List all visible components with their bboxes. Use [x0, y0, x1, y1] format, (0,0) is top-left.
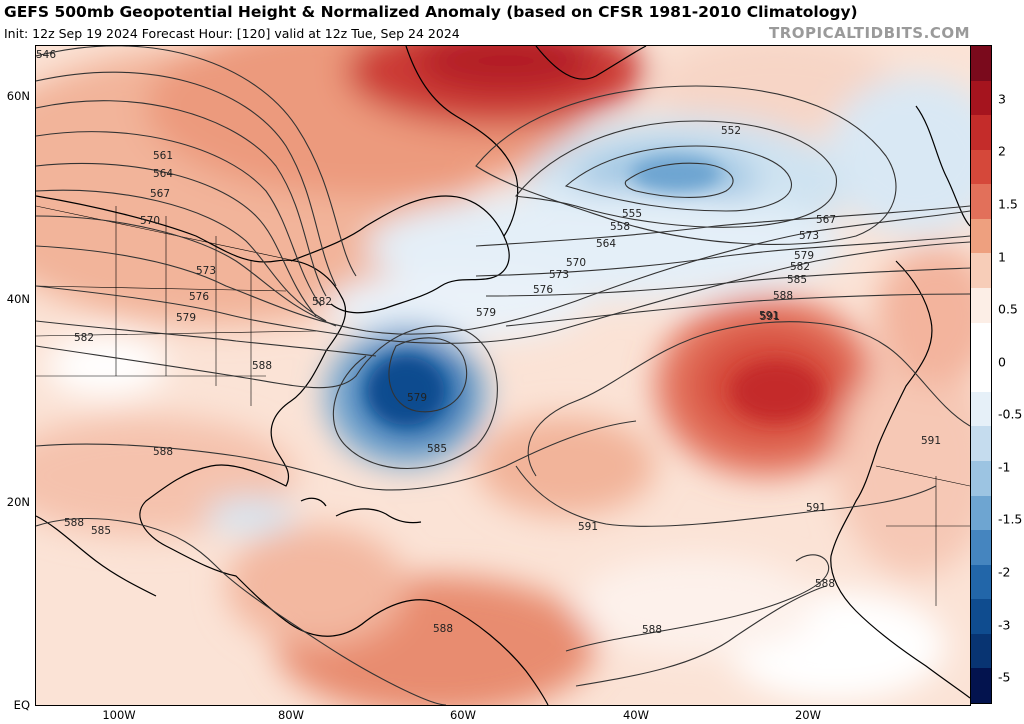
contour-label: 591	[921, 435, 941, 447]
contour-label: 579	[794, 250, 814, 262]
contour-label: 585	[427, 443, 447, 455]
borders	[36, 205, 970, 606]
colorbar-cell	[971, 391, 991, 427]
contour-label: 567	[150, 188, 170, 200]
contour-label: 582	[312, 296, 332, 308]
colorbar-cell	[971, 184, 991, 219]
lon-label-20w: 20W	[794, 708, 822, 722]
contour-label: 570	[140, 215, 160, 227]
colorbar-label: -1	[998, 459, 1011, 475]
lat-label-20n: 20N	[6, 495, 30, 509]
contour-label: 591	[806, 502, 826, 514]
lon-label-40w: 40W	[622, 708, 650, 722]
contour-label: 579	[407, 392, 427, 404]
lat-label-60n: 60N	[6, 89, 30, 103]
colorbar-label: -5	[998, 669, 1011, 685]
colorbar-cell	[971, 357, 991, 392]
map-subtitle: Init: 12z Sep 19 2024 Forecast Hour: [12…	[4, 26, 460, 41]
contour-label: 564	[153, 168, 173, 180]
contour-label: 588	[773, 290, 793, 302]
lon-label-60w: 60W	[449, 708, 477, 722]
contour-label: 576	[189, 291, 209, 303]
contour-label: 582	[74, 332, 94, 344]
contour-label: 588	[815, 578, 835, 590]
colorbar-label: -3	[998, 617, 1011, 633]
contour-label: 552	[721, 125, 741, 137]
contour-label: 588	[64, 517, 84, 529]
contour-label: 570	[566, 257, 586, 269]
contour-label: 585	[91, 525, 111, 537]
contour-label: 561	[153, 150, 173, 162]
colorbar-label: -1.5	[998, 511, 1023, 527]
contour-label: 591	[760, 311, 780, 323]
map-title: GEFS 500mb Geopotential Height & Normali…	[4, 3, 858, 21]
contour-label: 573	[549, 269, 569, 281]
contour-label: 573	[196, 265, 216, 277]
contour-label: 579	[476, 307, 496, 319]
colorbar-cell	[971, 253, 991, 289]
colorbar-cell	[971, 46, 991, 81]
site-watermark: TROPICALTIDBITS.COM	[769, 24, 970, 42]
contour-label: 591	[578, 521, 598, 533]
anomaly-map[interactable]: 546 561 564 567 570 573 576 579 582 582 …	[36, 46, 970, 705]
colorbar-cell	[971, 115, 991, 150]
colorbar	[970, 45, 992, 704]
anomaly-core	[368, 156, 821, 425]
coastlines	[36, 46, 970, 705]
colorbar-cell	[971, 322, 991, 358]
colorbar-cell	[971, 495, 991, 531]
colorbar-label: 1.5	[998, 196, 1018, 212]
contour-label: 588	[252, 360, 272, 372]
contour-label: 573	[799, 230, 819, 242]
colorbar-label: 2	[998, 143, 1006, 159]
colorbar-label: 0	[998, 354, 1006, 370]
contour-label: 555	[622, 208, 642, 220]
colorbar-cell	[971, 288, 991, 323]
contour-label: 546	[36, 49, 56, 61]
colorbar-cell	[971, 530, 991, 565]
contour-label: 567	[816, 214, 836, 226]
colorbar-cell	[971, 564, 991, 600]
contour-label: 576	[533, 284, 553, 296]
contour-label: 585	[787, 274, 807, 286]
colorbar-cell	[971, 149, 991, 185]
lon-label-80w: 80W	[277, 708, 305, 722]
colorbar-cell	[971, 599, 991, 634]
contour-labels: 546 561 564 567 570 573 576 579 582 582 …	[36, 49, 941, 636]
anomaly-shading	[36, 46, 970, 705]
colorbar-cell	[971, 460, 991, 496]
colorbar-label: 1	[998, 249, 1006, 265]
colorbar-cell	[971, 80, 991, 116]
map-panel[interactable]: 546 561 564 567 570 573 576 579 582 582 …	[35, 45, 971, 706]
height-contours	[36, 46, 970, 705]
contour-label: 588	[153, 446, 173, 458]
colorbar-cell	[971, 668, 991, 703]
lon-label-100w: 100W	[102, 708, 136, 722]
colorbar-label: -0.5	[998, 406, 1023, 422]
lat-label-eq: EQ	[13, 698, 30, 712]
contour-label: 579	[176, 312, 196, 324]
colorbar-label: 0.5	[998, 301, 1018, 317]
contour-label: 588	[433, 623, 453, 635]
colorbar-label: 3	[998, 91, 1006, 107]
contour-label: 558	[610, 221, 630, 233]
colorbar-label: -2	[998, 564, 1011, 580]
lat-label-40n: 40N	[6, 292, 30, 306]
colorbar-cell	[971, 218, 991, 254]
colorbar-cell	[971, 426, 991, 461]
contour-label: 582	[790, 261, 810, 273]
contour-label: 588	[642, 624, 662, 636]
contour-label: 591	[759, 310, 779, 322]
colorbar-cell	[971, 633, 991, 669]
contour-label: 564	[596, 238, 616, 250]
